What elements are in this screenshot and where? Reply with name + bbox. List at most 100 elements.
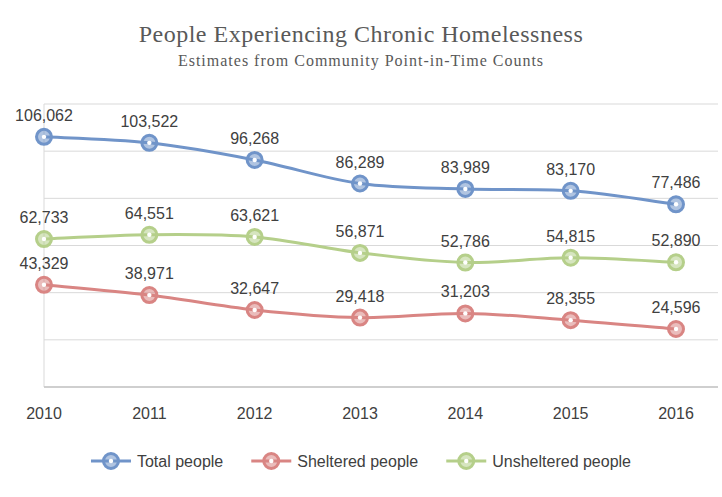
point xyxy=(563,250,578,265)
marker-ring xyxy=(353,310,368,325)
data-label: 52,786 xyxy=(441,233,490,250)
x-tick-label: 2016 xyxy=(658,405,694,422)
marker-dot xyxy=(358,251,362,255)
marker-ring xyxy=(458,181,473,196)
series-line xyxy=(44,285,676,329)
grid-line xyxy=(44,387,718,388)
legend-label: Sheltered people xyxy=(297,453,418,470)
point xyxy=(37,129,52,144)
x-tick-label: 2011 xyxy=(132,405,167,422)
point xyxy=(142,135,157,150)
point xyxy=(247,229,262,244)
marker-ring xyxy=(353,176,368,191)
marker-dot xyxy=(358,181,362,185)
legend-marker xyxy=(103,454,118,469)
marker-dot xyxy=(463,187,467,191)
legend-line xyxy=(251,460,291,463)
legend-line xyxy=(91,460,131,463)
marker-dot xyxy=(674,260,678,264)
marker-ring xyxy=(103,454,118,469)
title: People Experiencing Chronic Homelessness xyxy=(139,21,584,47)
marker-ring xyxy=(37,277,52,292)
legend-marker xyxy=(264,454,279,469)
marker-ring xyxy=(458,255,473,270)
marker-dot xyxy=(674,327,678,331)
marker-ring xyxy=(247,152,262,167)
marker-dot xyxy=(252,308,256,312)
grid-line xyxy=(44,245,718,246)
data-label: 64,551 xyxy=(125,205,174,222)
point xyxy=(563,313,578,328)
marker-dot xyxy=(568,256,572,260)
x-tick-label: 2012 xyxy=(237,405,273,422)
legend-item: Sheltered people xyxy=(251,453,418,470)
marker-ring xyxy=(353,245,368,260)
x-tick-label: 2014 xyxy=(448,405,484,422)
grid-line xyxy=(44,339,718,340)
series-line xyxy=(44,137,676,204)
marker-ring xyxy=(669,321,684,336)
grid xyxy=(44,104,718,387)
data-label: 106,062 xyxy=(15,107,73,124)
grid-line xyxy=(44,104,718,105)
point xyxy=(142,288,157,303)
legend-label: Unsheltered people xyxy=(492,453,631,470)
chart: People Experiencing Chronic Homelessness… xyxy=(0,0,722,497)
marker-ring xyxy=(142,288,157,303)
data-label: 77,486 xyxy=(652,174,701,191)
marker-dot xyxy=(147,141,151,145)
marker-dot xyxy=(109,459,113,463)
marker-ring xyxy=(563,313,578,328)
point xyxy=(458,181,473,196)
data-labels: 106,062103,52296,26886,28983,98983,17077… xyxy=(15,107,700,316)
data-label: 24,596 xyxy=(652,299,701,316)
point xyxy=(37,232,52,247)
data-label: 28,355 xyxy=(546,290,595,307)
plot-area xyxy=(37,129,684,336)
marker-dot xyxy=(252,158,256,162)
data-label: 43,329 xyxy=(20,255,69,272)
marker-dot xyxy=(147,293,151,297)
data-label: 32,647 xyxy=(230,280,279,297)
data-label: 62,733 xyxy=(20,209,69,226)
marker-dot xyxy=(147,233,151,237)
marker-dot xyxy=(464,459,468,463)
data-label: 86,289 xyxy=(336,154,385,171)
legend-label: Total people xyxy=(137,453,223,470)
data-label: 96,268 xyxy=(230,130,279,147)
point xyxy=(458,306,473,321)
marker-ring xyxy=(142,227,157,242)
x-tick-label: 2013 xyxy=(342,405,378,422)
point xyxy=(669,255,684,270)
data-label: 29,418 xyxy=(336,288,385,305)
point xyxy=(37,277,52,292)
marker-dot xyxy=(42,237,46,241)
marker-ring xyxy=(563,183,578,198)
marker-dot xyxy=(463,311,467,315)
data-label: 54,815 xyxy=(546,228,595,245)
marker-ring xyxy=(142,135,157,150)
point xyxy=(247,303,262,318)
x-tick-label: 2015 xyxy=(553,405,589,422)
marker-dot xyxy=(674,202,678,206)
data-label: 63,621 xyxy=(230,207,279,224)
marker-dot xyxy=(269,459,273,463)
grid-line xyxy=(44,198,718,199)
point xyxy=(353,310,368,325)
marker-dot xyxy=(568,318,572,322)
point xyxy=(142,227,157,242)
data-label: 52,890 xyxy=(652,232,701,249)
marker-ring xyxy=(669,197,684,212)
marker-ring xyxy=(37,232,52,247)
point xyxy=(353,245,368,260)
marker-dot xyxy=(358,315,362,319)
marker-ring xyxy=(563,250,578,265)
legend-item: Total people xyxy=(91,453,223,470)
x-axis xyxy=(44,387,718,388)
marker-ring xyxy=(247,229,262,244)
subtitle: Estimates from Community Point-in-Time C… xyxy=(178,52,544,70)
marker-dot xyxy=(42,135,46,139)
grid-line xyxy=(44,151,718,152)
marker-ring xyxy=(37,129,52,144)
marker-ring xyxy=(669,255,684,270)
